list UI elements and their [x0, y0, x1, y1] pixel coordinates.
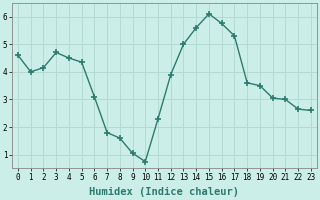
X-axis label: Humidex (Indice chaleur): Humidex (Indice chaleur)	[89, 187, 239, 197]
